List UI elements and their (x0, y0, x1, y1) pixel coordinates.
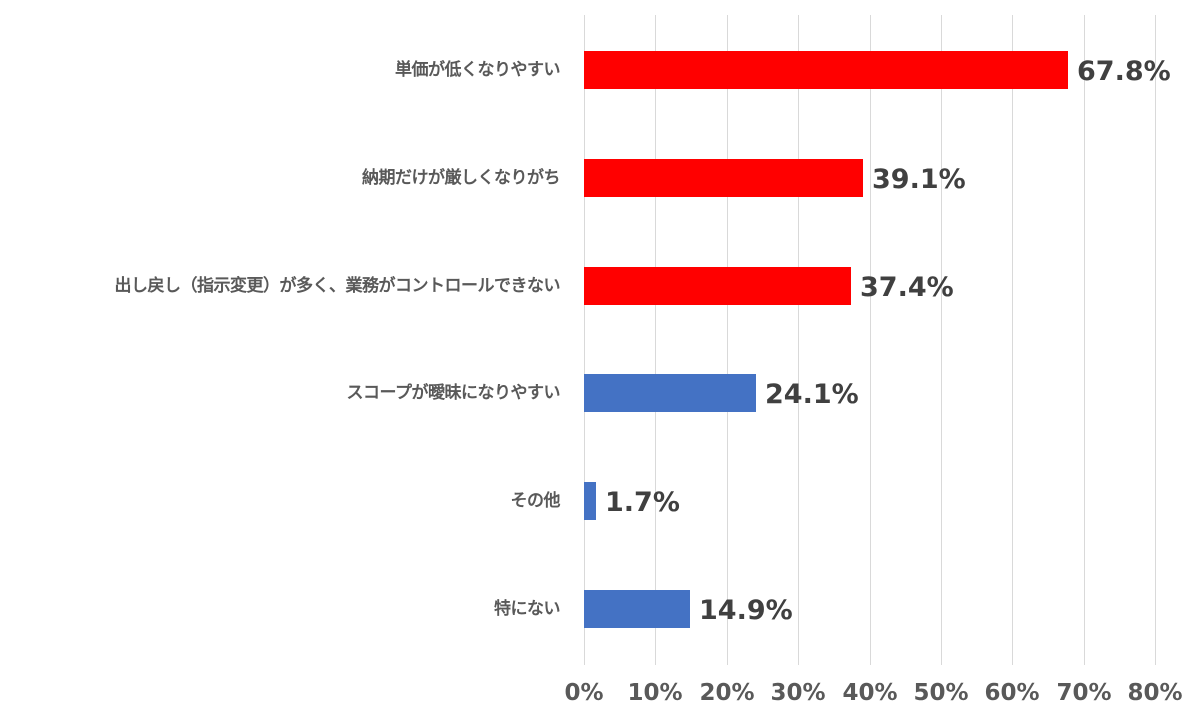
value-label: 39.1% (872, 164, 966, 195)
value-label: 1.7% (605, 487, 680, 518)
x-axis-tick-label: 40% (842, 680, 898, 706)
gridline (870, 15, 871, 665)
category-label: 出し戻し（指示変更）が多く、業務がコントロールできない (114, 276, 561, 296)
x-axis-tick-label: 80% (1127, 680, 1183, 706)
x-axis-tick-label: 60% (984, 680, 1040, 706)
value-label: 14.9% (699, 595, 793, 626)
x-axis-tick-label: 50% (913, 680, 969, 706)
category-label: 単価が低くなりやすい (395, 60, 561, 80)
value-label: 24.1% (765, 379, 859, 410)
bar (584, 482, 596, 520)
x-axis-tick-label: 70% (1056, 680, 1112, 706)
x-axis-tick-label: 30% (770, 680, 826, 706)
category-label: 特にない (494, 599, 561, 619)
gridline (798, 15, 799, 665)
x-axis-tick-label: 10% (627, 680, 683, 706)
bar (584, 374, 756, 412)
bar (584, 159, 863, 197)
category-label: スコープが曖昧になりやすい (346, 383, 561, 403)
category-label: その他 (510, 491, 561, 511)
gridline (1084, 15, 1085, 665)
value-label: 37.4% (860, 272, 954, 303)
bar (584, 590, 690, 628)
x-axis-tick-label: 0% (564, 680, 604, 706)
gridline (1155, 15, 1156, 665)
bar (584, 267, 851, 305)
value-label: 67.8% (1077, 56, 1171, 87)
gridline (727, 15, 728, 665)
x-axis-tick-label: 20% (699, 680, 755, 706)
gridline (1012, 15, 1013, 665)
gridline (655, 15, 656, 665)
gridline (584, 15, 585, 665)
category-label: 納期だけが厳しくなりがち (362, 168, 561, 188)
bar (584, 51, 1068, 89)
gridline (941, 15, 942, 665)
